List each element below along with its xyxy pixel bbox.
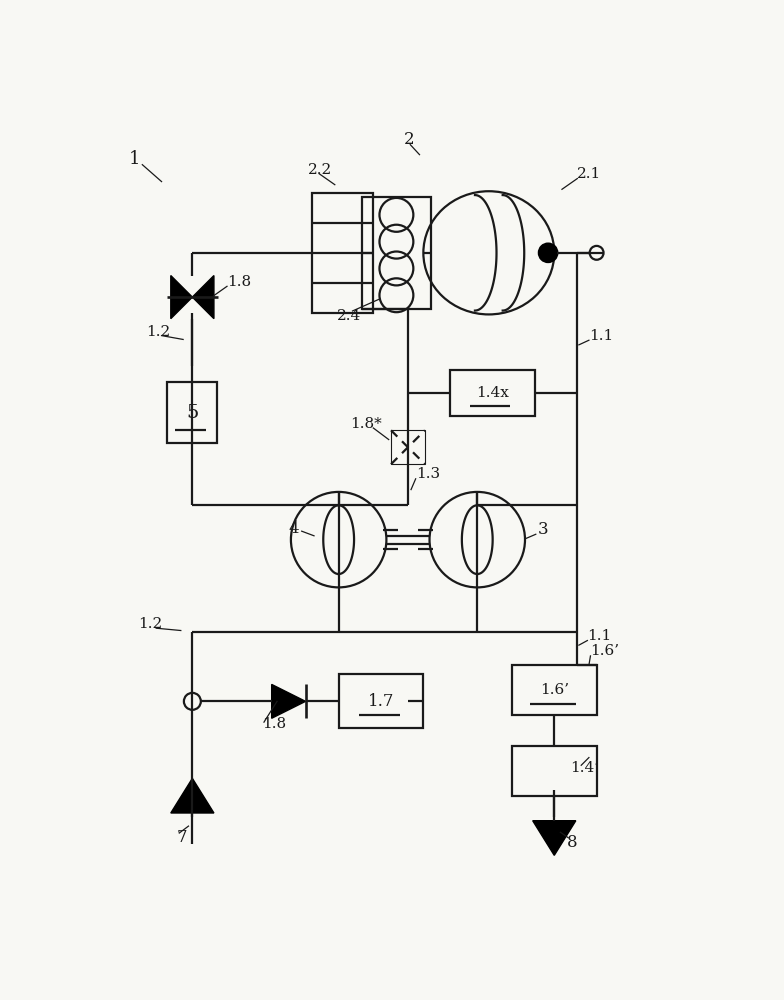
Text: 1.4x: 1.4x (476, 386, 509, 400)
Text: 1.1: 1.1 (587, 629, 612, 643)
Polygon shape (272, 684, 306, 718)
Polygon shape (171, 276, 192, 319)
Bar (512, 746, 597, 796)
Bar (450, 370, 535, 416)
Polygon shape (192, 276, 214, 319)
Text: 7: 7 (177, 829, 187, 846)
Text: 1.8: 1.8 (262, 717, 286, 731)
Bar (512, 665, 597, 715)
Text: 2: 2 (404, 131, 415, 148)
Polygon shape (532, 821, 575, 855)
Bar (312, 193, 373, 312)
Circle shape (590, 246, 604, 260)
Text: 1.4’: 1.4’ (570, 761, 599, 775)
Text: 1: 1 (129, 149, 140, 167)
Text: 1.2: 1.2 (146, 325, 170, 339)
Text: 1.7: 1.7 (368, 693, 394, 710)
Bar (167, 382, 217, 443)
Text: 3: 3 (537, 521, 548, 538)
Text: 1.1: 1.1 (589, 329, 613, 343)
Circle shape (539, 244, 557, 262)
Text: 5: 5 (186, 404, 198, 422)
Text: 1.8: 1.8 (227, 275, 251, 289)
Text: 2.4: 2.4 (337, 309, 361, 323)
Text: 8: 8 (567, 834, 577, 851)
Text: 1.6’: 1.6’ (590, 644, 619, 658)
Text: 1.2: 1.2 (139, 617, 163, 631)
Bar (339, 674, 423, 728)
Polygon shape (171, 778, 214, 813)
Circle shape (184, 693, 201, 710)
Bar (361, 197, 431, 309)
Text: 4: 4 (289, 520, 299, 537)
Bar (391, 430, 425, 464)
Text: 1.3: 1.3 (416, 467, 440, 481)
Text: 2.2: 2.2 (308, 163, 332, 177)
Text: 2.1: 2.1 (577, 167, 601, 181)
Text: 1.6’: 1.6’ (539, 683, 569, 697)
Text: 1.8*: 1.8* (350, 417, 382, 431)
